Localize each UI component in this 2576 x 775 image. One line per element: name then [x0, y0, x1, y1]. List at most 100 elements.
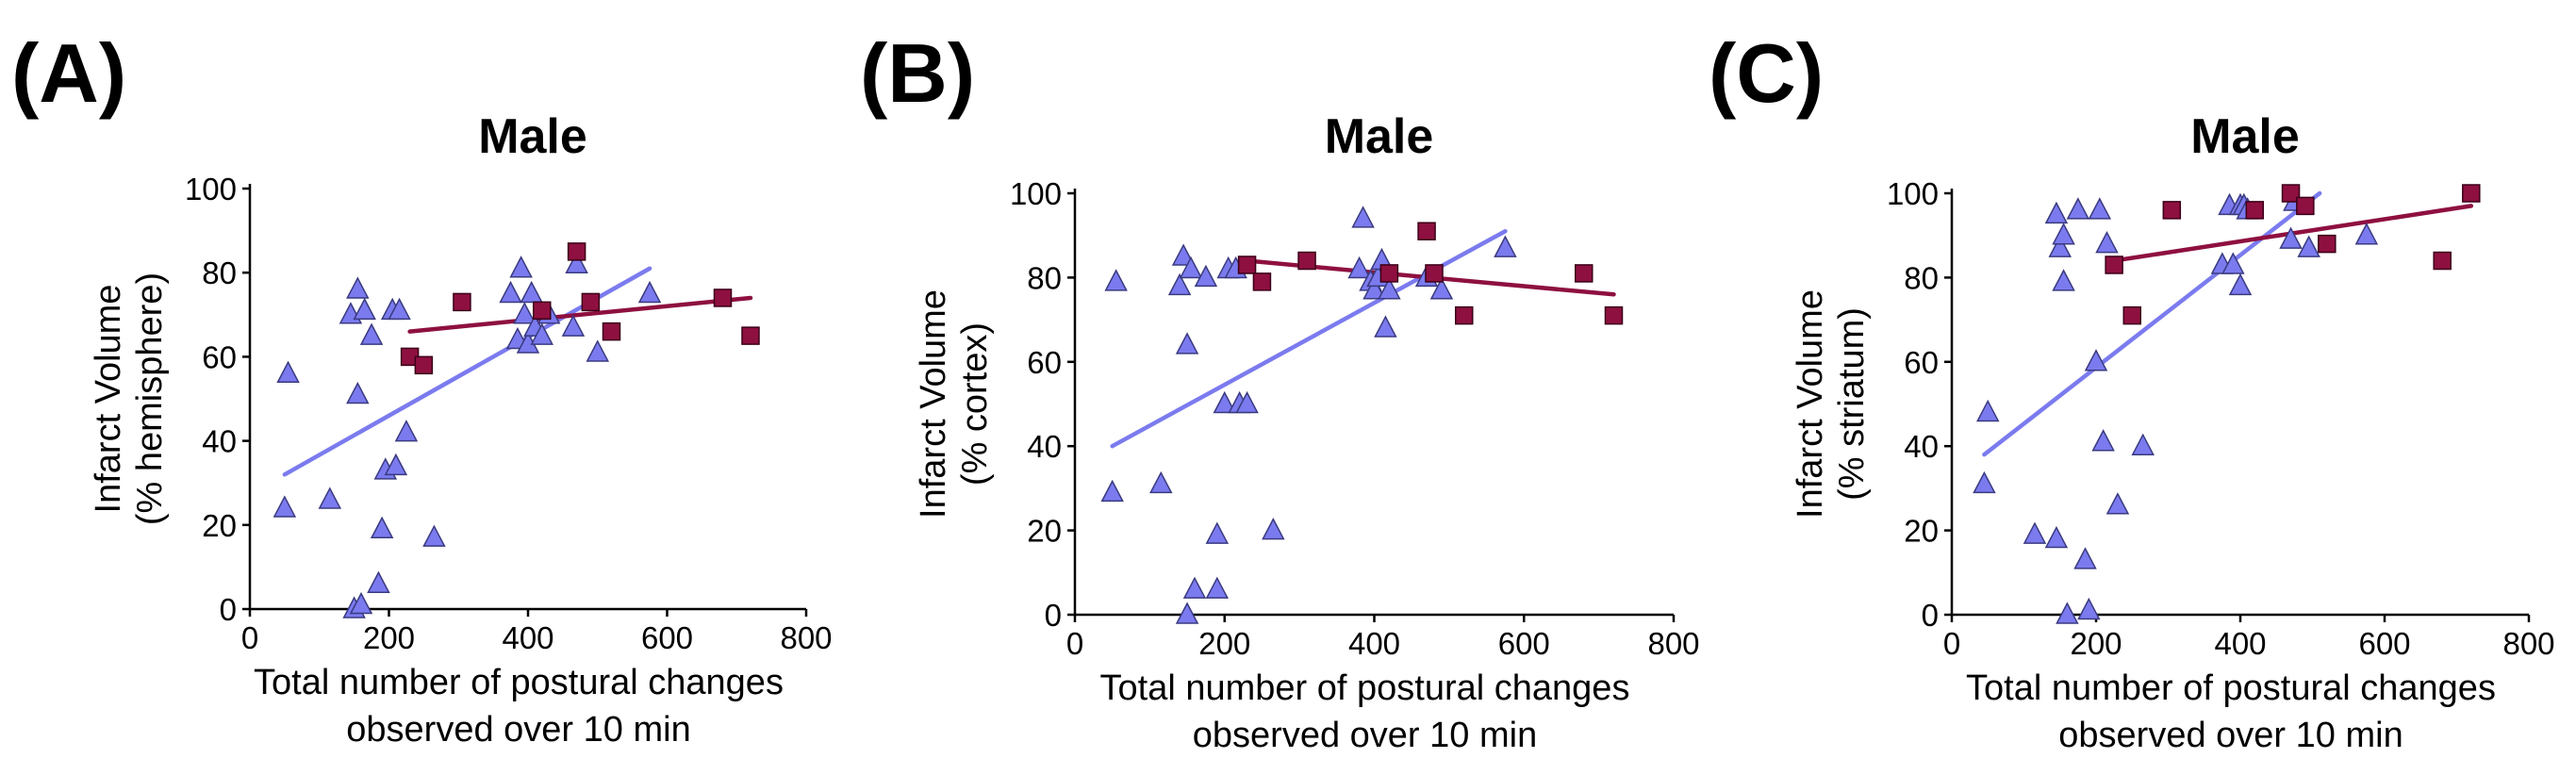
triangle-point: [1235, 390, 1259, 414]
triangle-point: [359, 322, 384, 345]
x-tick-label: 600: [641, 620, 693, 655]
square-point: [533, 301, 552, 321]
triangle-point: [2279, 226, 2303, 249]
triangle-point: [384, 453, 408, 476]
triangle-point: [2091, 429, 2115, 452]
triangle-point: [1973, 470, 1996, 494]
triangle-point: [1182, 576, 1207, 599]
panel-label: (C): [1709, 26, 1824, 120]
y-tick-label: 100: [185, 172, 237, 206]
y-tick-label: 60: [1904, 345, 1939, 380]
square-point: [1252, 272, 1272, 291]
y-axis-label: Infarct Volume: [89, 285, 128, 514]
square-point: [1379, 264, 1399, 283]
triangle-point: [1494, 235, 1517, 257]
square-point: [2462, 184, 2481, 203]
triangle-point: [370, 516, 394, 539]
triangle-point: [1378, 277, 1401, 300]
square-point: [1417, 222, 1436, 240]
triangle-point: [1205, 576, 1230, 599]
triangle-point: [520, 280, 543, 304]
triangle-point: [2354, 223, 2379, 245]
x-tick-label: 800: [2502, 626, 2554, 661]
triangle-point: [2056, 602, 2079, 624]
y-tick-label: 60: [202, 339, 237, 374]
x-axis-label: observed over 10 min: [346, 710, 690, 750]
square-point: [2122, 305, 2141, 325]
x-tick-label: 400: [502, 620, 553, 655]
triangle-point: [2297, 235, 2320, 257]
x-axis-label: Total number of postural changes: [254, 663, 784, 702]
square-point: [1575, 264, 1593, 283]
triangle-point: [2105, 492, 2130, 515]
square-point: [414, 355, 434, 375]
square-point: [2281, 184, 2301, 203]
square-point: [1297, 251, 1316, 271]
y-tick-label: 20: [202, 508, 237, 543]
triangle-point: [388, 297, 411, 321]
triangle-point: [2052, 269, 2075, 291]
y-tick-label: 0: [220, 592, 237, 627]
square-point: [1455, 305, 1474, 325]
triangle-point: [1175, 332, 1199, 355]
triangle-point: [637, 280, 662, 304]
square-point: [2433, 251, 2452, 271]
triangle-point: [1149, 470, 1173, 494]
triangle-point: [353, 297, 376, 321]
triangle-point: [2095, 231, 2119, 254]
x-tick-label: 400: [1348, 626, 1400, 661]
square-point: [2105, 256, 2123, 274]
chart-panel-2: (B) Male 0 20 40 60 80 100 0 200 400 600 800 Total nu…: [860, 26, 1700, 755]
triangle-point: [2066, 197, 2090, 220]
triangle-point: [2044, 525, 2069, 549]
x-tick-label: 200: [363, 620, 415, 655]
y-axis-label: (% cortex): [955, 322, 995, 486]
triangle-point: [2077, 597, 2101, 620]
y-tick-label: 80: [202, 256, 237, 290]
square-point: [567, 242, 586, 261]
square-point: [581, 292, 601, 312]
triangle-point: [1213, 390, 1236, 414]
triangle-point: [2052, 223, 2075, 245]
triangle-point: [586, 339, 609, 362]
triangle-point: [2221, 252, 2245, 274]
triangle-point: [394, 420, 419, 442]
triangle-point: [2131, 433, 2155, 455]
triangle-point: [1175, 602, 1199, 624]
chart-panel-1: (A) Male 0 20 40 60 80 100 0 200 400 600 800 Total nu…: [11, 26, 833, 750]
triangle-point: [2073, 547, 2097, 569]
triangle-point: [272, 495, 297, 518]
triangle-point: [1100, 479, 1124, 503]
triangle-point: [1262, 517, 1285, 540]
x-tick-label: 600: [2358, 626, 2410, 661]
triangle-point: [276, 360, 300, 383]
x-tick-label: 400: [2214, 626, 2266, 661]
triangle-point: [422, 524, 446, 547]
y-tick-label: 60: [1027, 345, 1062, 380]
triangle-point: [1374, 315, 1397, 338]
square-point: [741, 326, 760, 345]
triangle-point: [1976, 399, 2000, 422]
triangle-point: [561, 314, 586, 337]
y-tick-label: 100: [1887, 176, 1939, 211]
triangle-point: [2023, 521, 2047, 544]
x-tick-label: 0: [1066, 626, 1083, 661]
y-tick-label: 40: [202, 424, 237, 459]
triangle-point: [530, 322, 553, 345]
square-point: [453, 292, 471, 312]
x-axis-label: Total number of postural changes: [1100, 668, 1630, 708]
square-point: [602, 322, 621, 341]
triangle-point: [2228, 272, 2253, 296]
squares-fit-line: [407, 295, 753, 334]
square-point: [2245, 201, 2265, 220]
square-point: [2162, 201, 2182, 220]
x-axis-label: observed over 10 min: [2058, 716, 2403, 755]
y-tick-label: 40: [1027, 429, 1062, 464]
triangle-point: [1429, 277, 1454, 300]
y-tick-label: 20: [1027, 514, 1062, 549]
square-point: [2296, 196, 2315, 216]
triangle-point: [499, 280, 522, 304]
square-point: [713, 289, 733, 307]
x-tick-label: 200: [2070, 626, 2122, 661]
